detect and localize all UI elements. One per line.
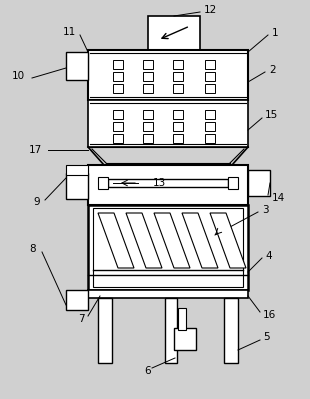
Bar [224, 298, 238, 363]
Bar [205, 122, 215, 131]
Bar [66, 165, 88, 175]
Bar [148, 16, 200, 50]
Text: 7: 7 [78, 314, 85, 324]
Text: 9: 9 [33, 197, 40, 207]
Text: 11: 11 [63, 27, 76, 37]
Text: 2: 2 [269, 65, 276, 75]
Bar [174, 328, 196, 350]
Bar [205, 60, 215, 69]
Bar [178, 308, 186, 330]
Bar [228, 177, 238, 189]
Bar [88, 50, 248, 100]
Bar [173, 134, 183, 143]
Bar [173, 110, 183, 119]
Text: 8: 8 [29, 244, 36, 254]
Text: 17: 17 [29, 145, 42, 155]
Bar [143, 72, 153, 81]
Bar [205, 84, 215, 93]
Bar [113, 110, 123, 119]
Bar [143, 84, 153, 93]
Bar [113, 134, 123, 143]
Bar [205, 72, 215, 81]
Bar [66, 173, 88, 199]
Bar [205, 110, 215, 119]
Text: 15: 15 [265, 110, 278, 120]
Bar [165, 298, 177, 363]
Bar [98, 177, 108, 189]
Bar [98, 298, 112, 363]
Polygon shape [154, 213, 190, 268]
Text: 4: 4 [265, 251, 272, 261]
Bar [88, 290, 248, 298]
Text: 16: 16 [263, 310, 276, 320]
Bar [143, 122, 153, 131]
Polygon shape [182, 213, 218, 268]
Polygon shape [98, 213, 134, 268]
Bar [113, 122, 123, 131]
Text: 6: 6 [145, 366, 151, 376]
Bar [143, 60, 153, 69]
Bar [66, 290, 88, 310]
Text: 3: 3 [262, 205, 269, 215]
Bar [113, 60, 123, 69]
Text: 12: 12 [204, 5, 217, 15]
Bar [88, 205, 248, 290]
Bar [143, 110, 153, 119]
Bar [173, 60, 183, 69]
Text: 14: 14 [272, 193, 285, 203]
Text: 5: 5 [263, 332, 270, 342]
Bar [108, 179, 228, 187]
Bar [173, 84, 183, 93]
Bar [173, 122, 183, 131]
Text: 10: 10 [12, 71, 25, 81]
Bar [88, 165, 248, 205]
Polygon shape [210, 213, 246, 268]
Bar [66, 52, 88, 80]
Bar [88, 100, 248, 147]
Bar [113, 84, 123, 93]
Bar [113, 72, 123, 81]
Bar [93, 208, 243, 287]
Text: 13: 13 [153, 178, 166, 188]
Bar [248, 170, 270, 196]
Polygon shape [126, 213, 162, 268]
Bar [173, 72, 183, 81]
Text: 1: 1 [272, 28, 279, 38]
Bar [143, 134, 153, 143]
Bar [205, 134, 215, 143]
